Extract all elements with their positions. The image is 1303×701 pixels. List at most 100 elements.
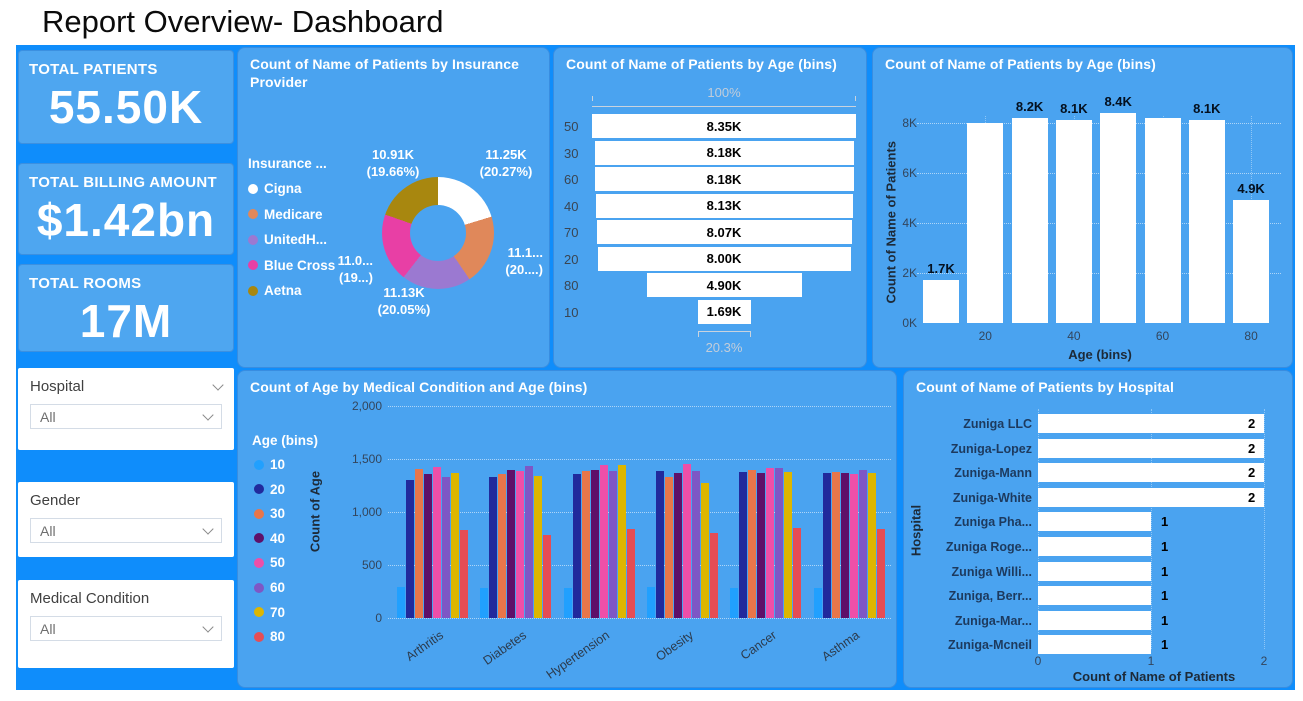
hospital-dropdown[interactable]: All	[30, 404, 222, 429]
cluster-bar-asthma-age-30[interactable]	[831, 472, 840, 618]
column-bar-age-40[interactable]	[1055, 120, 1092, 323]
column-bar-age-30[interactable]	[1011, 118, 1048, 323]
cluster-bar-obesity-age-40[interactable]	[673, 473, 682, 618]
cluster-bar-obesity-age-50[interactable]	[682, 464, 691, 618]
cluster-bar-hypertension-age-20[interactable]	[572, 474, 581, 618]
cluster-bar-obesity-age-70[interactable]	[700, 483, 709, 618]
cluster-bar-diabetes-age-80[interactable]	[543, 535, 552, 618]
slicer-header[interactable]: Gender	[30, 492, 222, 509]
funnel-bar-age-50[interactable]: 8.35K	[592, 114, 856, 138]
cluster-bar-obesity-age-60[interactable]	[691, 471, 700, 618]
cluster-bar-hypertension-age-50[interactable]	[599, 465, 608, 618]
column-bar-age-60[interactable]	[1144, 118, 1181, 323]
cluster-bar-hypertension-age-40[interactable]	[590, 470, 599, 618]
funnel-bottom-bracket	[698, 331, 751, 337]
cluster-bar-arthritis-age-10[interactable]	[397, 587, 405, 618]
slicer-header[interactable]: Hospital	[30, 378, 224, 395]
hospital-bar-zuniga-llc[interactable]	[1038, 414, 1264, 433]
legend-item-age-20[interactable]: 20	[254, 482, 285, 497]
cluster-bar-asthma-age-60[interactable]	[858, 470, 867, 618]
cluster-bar-hypertension-age-80[interactable]	[626, 529, 635, 618]
funnel-bar-age-10[interactable]: 1.69K	[697, 299, 751, 324]
hospital-bar-zuniga-berr-[interactable]	[1038, 586, 1151, 606]
cluster-bar-cancer-age-70[interactable]	[784, 472, 793, 618]
cluster-bar-arthritis-age-80[interactable]	[460, 530, 468, 618]
kpi-total-billing[interactable]: TOTAL BILLING AMOUNT $1.42bn	[18, 163, 234, 255]
kpi-total-patients[interactable]: TOTAL PATIENTS 55.50K	[18, 50, 234, 144]
column-bar-age-10[interactable]	[923, 280, 959, 323]
hospital-bar-zuniga-pha-[interactable]	[1038, 512, 1151, 532]
cluster-bar-cancer-age-50[interactable]	[766, 468, 775, 618]
hospital-bar-zuniga-mcneil[interactable]	[1038, 635, 1151, 655]
funnel-bar-age-30[interactable]: 8.18K	[594, 140, 854, 165]
y-axis-tick: 2K	[902, 266, 917, 280]
legend-item-age-80[interactable]: 80	[254, 629, 285, 644]
cluster-bar-hypertension-age-60[interactable]	[608, 471, 617, 618]
cluster-bar-obesity-age-20[interactable]	[655, 471, 664, 618]
legend-item-unitedh-[interactable]: UnitedH...	[248, 232, 327, 247]
cluster-bar-diabetes-age-40[interactable]	[507, 470, 516, 618]
column-bar-age-70[interactable]	[1188, 120, 1225, 323]
cluster-bar-hypertension-age-70[interactable]	[617, 465, 626, 618]
medical-condition-dropdown[interactable]: All	[30, 616, 222, 641]
cluster-bar-cancer-age-20[interactable]	[739, 472, 748, 618]
hospital-bar-zuniga-willi-[interactable]	[1038, 561, 1151, 581]
cluster-bar-arthritis-age-70[interactable]	[451, 473, 459, 618]
legend-item-age-10[interactable]: 10	[254, 457, 285, 472]
hospital-bar-zuniga-white[interactable]	[1038, 487, 1264, 507]
legend-item-age-30[interactable]: 30	[254, 506, 285, 521]
legend-item-age-60[interactable]: 60	[254, 580, 285, 595]
cluster-bar-arthritis-age-30[interactable]	[415, 469, 423, 618]
cluster-bar-asthma-age-50[interactable]	[849, 474, 858, 618]
cluster-bar-cancer-age-60[interactable]	[775, 468, 784, 618]
cluster-bar-cancer-age-40[interactable]	[757, 473, 766, 618]
cluster-bar-obesity-age-10[interactable]	[646, 587, 655, 618]
cluster-bar-diabetes-age-20[interactable]	[489, 477, 498, 618]
cluster-bar-diabetes-age-60[interactable]	[525, 466, 534, 618]
cluster-bar-hypertension-age-10[interactable]	[563, 588, 572, 618]
cluster-bar-asthma-age-70[interactable]	[867, 473, 876, 618]
kpi-total-rooms[interactable]: TOTAL ROOMS 17M	[18, 264, 234, 352]
legend-item-age-50[interactable]: 50	[254, 555, 285, 570]
hospital-bar-zuniga-mann[interactable]	[1038, 463, 1264, 483]
gender-dropdown[interactable]: All	[30, 518, 222, 543]
column-bar-age-50[interactable]	[1100, 113, 1137, 323]
funnel-bar-age-60[interactable]: 8.18K	[594, 167, 854, 191]
cluster-bar-obesity-age-30[interactable]	[664, 477, 673, 618]
funnel-bar-age-80[interactable]: 4.90K	[646, 273, 802, 297]
cluster-bar-hypertension-age-30[interactable]	[581, 471, 590, 618]
cluster-bar-diabetes-age-70[interactable]	[534, 476, 543, 618]
column-bar-age-80[interactable]	[1233, 200, 1270, 323]
legend-item-aetna[interactable]: Aetna	[248, 283, 302, 298]
hospital-bar-zuniga-mar-[interactable]	[1038, 610, 1151, 630]
cluster-bar-cancer-age-10[interactable]	[730, 588, 739, 618]
hospital-bar-zuniga-lopez[interactable]	[1038, 438, 1264, 458]
cluster-bar-arthritis-age-50[interactable]	[433, 467, 441, 618]
legend-item-medicare[interactable]: Medicare	[248, 207, 323, 222]
cluster-bar-asthma-age-80[interactable]	[876, 529, 885, 618]
cluster-bar-cancer-age-30[interactable]	[748, 470, 757, 618]
cluster-bar-diabetes-age-50[interactable]	[516, 471, 525, 618]
cluster-bar-cancer-age-80[interactable]	[793, 528, 802, 618]
cluster-bar-asthma-age-40[interactable]	[840, 473, 849, 618]
column-bar-age-20[interactable]	[967, 123, 1004, 323]
cluster-bar-diabetes-age-10[interactable]	[480, 588, 489, 618]
funnel-bar-age-20[interactable]: 8.00K	[597, 246, 851, 271]
cluster-bar-diabetes-age-30[interactable]	[498, 474, 507, 618]
slice-label-value: 10.91K	[372, 147, 414, 162]
legend-item-blue-cross[interactable]: Blue Cross	[248, 258, 335, 273]
cluster-bar-arthritis-age-40[interactable]	[424, 474, 432, 618]
cluster-bar-arthritis-age-60[interactable]	[442, 477, 450, 618]
hospital-bar-zuniga-roge-[interactable]	[1038, 537, 1151, 556]
funnel-bar-age-70[interactable]: 8.07K	[596, 220, 852, 244]
legend-item-age-40[interactable]: 40	[254, 531, 285, 546]
funnel-bar-age-40[interactable]: 8.13K	[595, 193, 853, 218]
legend-item-cigna[interactable]: Cigna	[248, 181, 302, 196]
slicer-header[interactable]: Medical Condition	[30, 590, 222, 607]
cluster-bar-obesity-age-80[interactable]	[709, 533, 718, 618]
cluster-bar-asthma-age-10[interactable]	[813, 588, 822, 618]
cluster-bar-asthma-age-20[interactable]	[822, 473, 831, 618]
funnel-bar-value: 8.07K	[706, 224, 742, 240]
legend-item-age-70[interactable]: 70	[254, 605, 285, 620]
cluster-bar-arthritis-age-20[interactable]	[406, 480, 414, 618]
